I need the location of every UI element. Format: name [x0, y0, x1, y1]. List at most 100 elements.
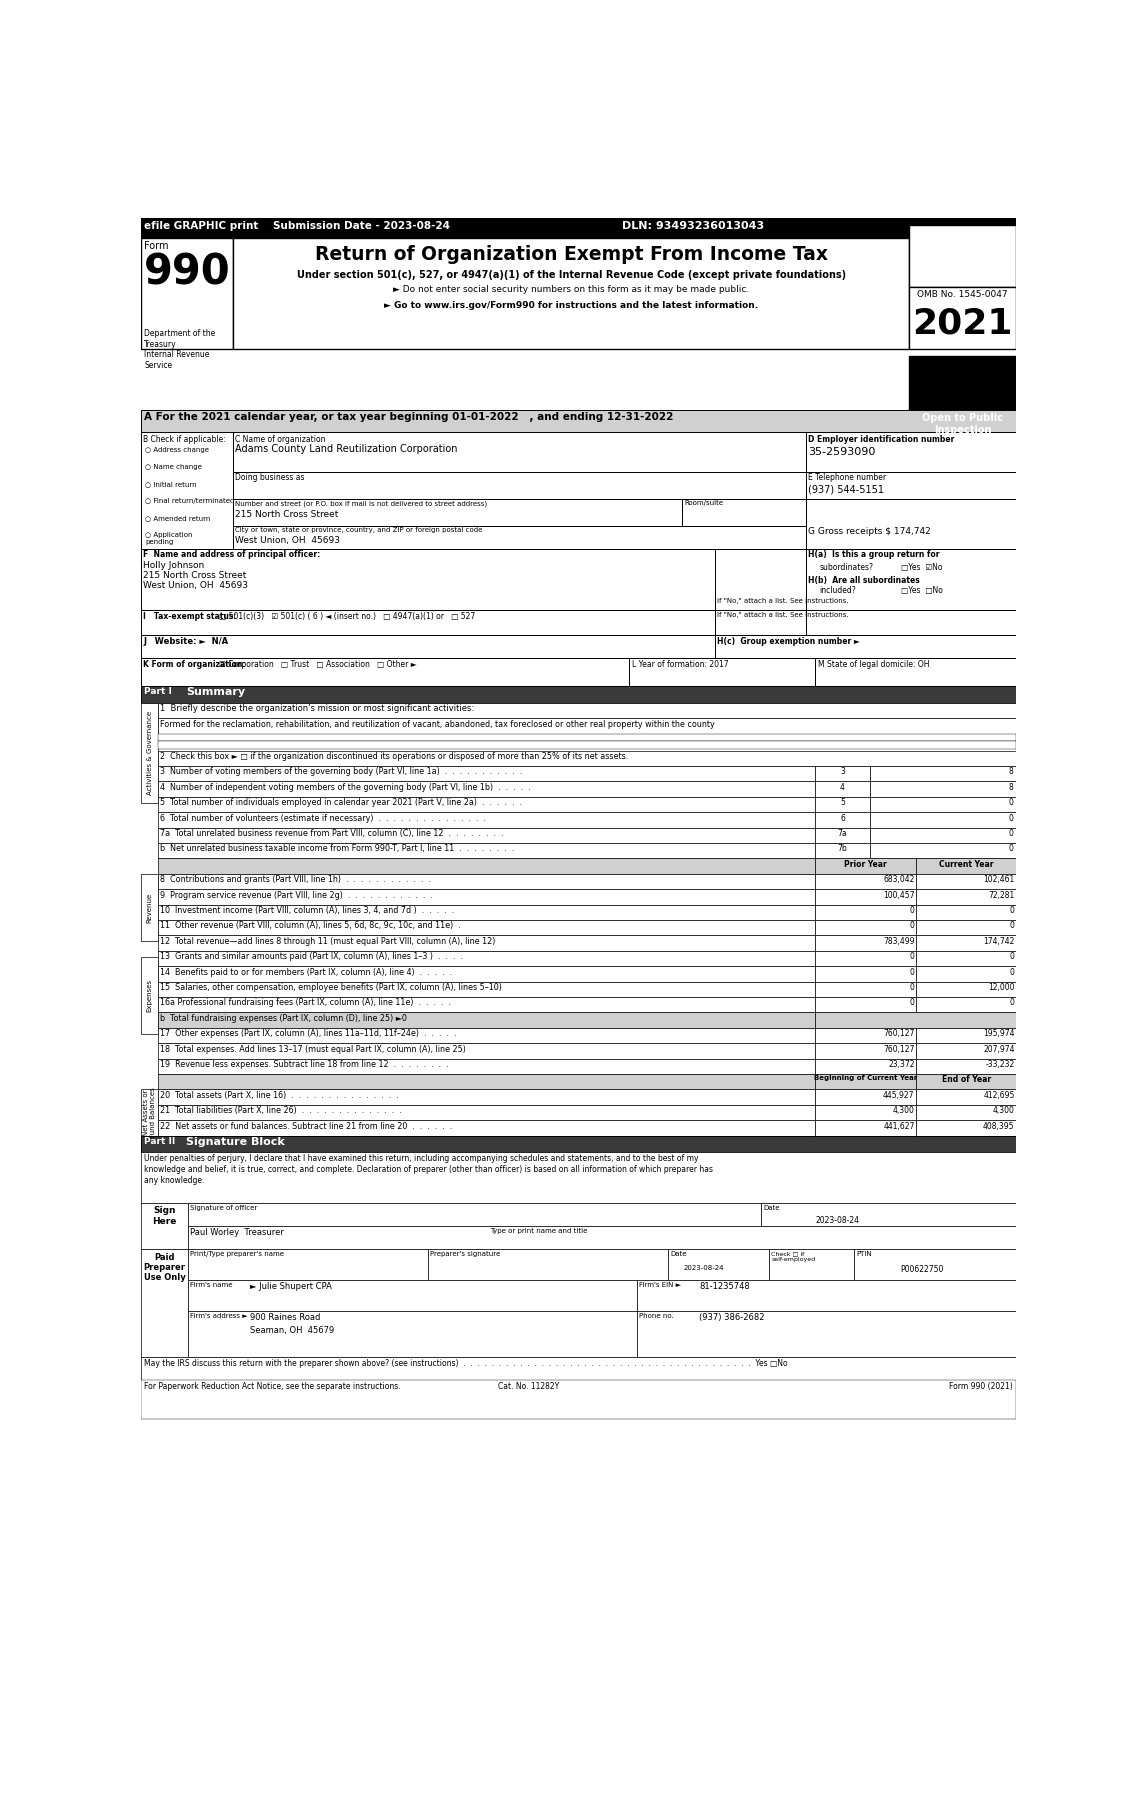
Text: 445,927: 445,927: [883, 1090, 914, 1099]
Bar: [141, 1250, 187, 1357]
Bar: [158, 1012, 815, 1029]
Text: 102,461: 102,461: [983, 876, 1015, 883]
Bar: [158, 951, 815, 967]
Text: Revenue: Revenue: [147, 892, 152, 923]
Text: ► Do not enter social security numbers on this form as it may be made public.: ► Do not enter social security numbers o…: [393, 285, 750, 294]
Text: 7a: 7a: [838, 829, 847, 838]
Text: 412,695: 412,695: [983, 1090, 1015, 1099]
Bar: [141, 218, 1016, 238]
Text: P00622750: P00622750: [901, 1264, 944, 1273]
Bar: [909, 287, 1016, 348]
Bar: [916, 1074, 1016, 1090]
Bar: [761, 1203, 1016, 1226]
Text: 6  Total number of volunteers (estimate if necessary)  .  .  .  .  .  .  .  .  .: 6 Total number of volunteers (estimate i…: [160, 814, 487, 824]
Bar: [187, 1250, 428, 1281]
Text: ○ Name change: ○ Name change: [145, 464, 202, 470]
Text: Signature Block: Signature Block: [186, 1137, 285, 1146]
Text: 8: 8: [1008, 767, 1013, 776]
Text: Part II: Part II: [145, 1137, 175, 1146]
Text: Summary: Summary: [186, 688, 245, 697]
Text: Open to Public
Inspection: Open to Public Inspection: [922, 414, 1004, 435]
Bar: [141, 956, 158, 1034]
Text: City or town, state or province, country, and ZIP or foreign postal code: City or town, state or province, country…: [235, 528, 482, 533]
Bar: [141, 1152, 1016, 1203]
Text: □ 501(c)(3)   ☑ 501(c) ( 6 ) ◄ (insert no.)   □ 4947(a)(1) or   □ 527: □ 501(c)(3) ☑ 501(c) ( 6 ) ◄ (insert no.…: [219, 611, 475, 620]
Bar: [869, 766, 1016, 782]
Text: 0: 0: [1008, 829, 1013, 838]
Text: Part I: Part I: [145, 688, 172, 697]
Bar: [158, 1043, 815, 1059]
Text: 9  Program service revenue (Part VIII, line 2g)  .  .  .  .  .  .  .  .  .  .  .: 9 Program service revenue (Part VIII, li…: [160, 891, 434, 900]
Bar: [141, 635, 715, 658]
Bar: [141, 610, 715, 635]
Bar: [428, 1250, 668, 1281]
Text: 0: 0: [910, 905, 914, 914]
Text: 20  Total assets (Part X, line 16)  .  .  .  .  .  .  .  .  .  .  .  .  .  .  .: 20 Total assets (Part X, line 16) . . . …: [160, 1090, 400, 1099]
Text: any knowledge.: any knowledge.: [145, 1175, 204, 1185]
Bar: [141, 1203, 187, 1250]
Bar: [815, 1119, 916, 1136]
Text: Prior Year: Prior Year: [844, 860, 887, 869]
Text: Paid
Preparer
Use Only: Paid Preparer Use Only: [143, 1252, 185, 1282]
Text: ○ Application
pending: ○ Application pending: [145, 532, 193, 544]
Text: 21  Total liabilities (Part X, line 26)  .  .  .  .  .  .  .  .  .  .  .  .  .  : 21 Total liabilities (Part X, line 26) .…: [160, 1107, 402, 1116]
Text: 0: 0: [1009, 967, 1015, 976]
Text: 7b: 7b: [838, 845, 848, 853]
Text: 15  Salaries, other compensation, employee benefits (Part IX, column (A), lines : 15 Salaries, other compensation, employe…: [160, 983, 502, 992]
Bar: [815, 1090, 916, 1105]
Text: 990: 990: [145, 252, 231, 294]
Text: West Union, OH  45693: West Union, OH 45693: [143, 580, 248, 590]
Bar: [815, 658, 1016, 686]
Bar: [815, 827, 869, 844]
Bar: [815, 936, 916, 951]
Text: Under penalties of perjury, I declare that I have examined this return, includin: Under penalties of perjury, I declare th…: [145, 1154, 699, 1163]
Text: Seaman, OH  45679: Seaman, OH 45679: [250, 1326, 334, 1335]
Bar: [815, 998, 916, 1012]
Bar: [815, 967, 916, 981]
Bar: [815, 889, 916, 905]
Text: Firm's EIN ►: Firm's EIN ►: [639, 1282, 682, 1288]
Bar: [158, 905, 815, 920]
Text: Check □ if
self-employed: Check □ if self-employed: [771, 1252, 815, 1263]
Bar: [815, 844, 869, 858]
Text: Beginning of Current Year: Beginning of Current Year: [814, 1076, 918, 1081]
Text: 0: 0: [1008, 814, 1013, 824]
Text: L Year of formation: 2017: L Year of formation: 2017: [632, 660, 728, 669]
Bar: [187, 1312, 637, 1357]
Text: 0: 0: [1009, 905, 1015, 914]
Text: 17  Other expenses (Part IX, column (A), lines 11a–11d, 11f–24e)  .  .  .  .  .: 17 Other expenses (Part IX, column (A), …: [160, 1029, 457, 1038]
Bar: [158, 967, 815, 981]
Text: Sign
Here: Sign Here: [152, 1206, 176, 1226]
Text: 12  Total revenue—add lines 8 through 11 (must equal Part VIII, column (A), line: 12 Total revenue—add lines 8 through 11 …: [160, 936, 496, 945]
Text: 408,395: 408,395: [983, 1121, 1015, 1130]
Text: 1  Briefly describe the organization’s mission or most significant activities:: 1 Briefly describe the organization’s mi…: [160, 704, 474, 713]
Bar: [158, 981, 815, 998]
Text: Type or print name and title: Type or print name and title: [490, 1228, 587, 1234]
Bar: [158, 751, 1016, 766]
Bar: [815, 796, 869, 813]
Bar: [158, 718, 1016, 733]
Text: West Union, OH  45693: West Union, OH 45693: [235, 537, 340, 546]
Bar: [141, 658, 629, 686]
Bar: [815, 920, 916, 936]
Text: ► Julie Shupert CPA: ► Julie Shupert CPA: [250, 1282, 332, 1292]
Text: Doing business as: Doing business as: [235, 473, 305, 483]
Text: 0: 0: [910, 967, 914, 976]
Bar: [158, 782, 815, 796]
Text: b  Total fundraising expenses (Part IX, column (D), line 25) ►0: b Total fundraising expenses (Part IX, c…: [160, 1014, 408, 1023]
Bar: [815, 1074, 916, 1090]
Text: ► Go to www.irs.gov/Form990 for instructions and the latest information.: ► Go to www.irs.gov/Form990 for instruct…: [384, 301, 759, 310]
Text: H(c)  Group exemption number ►: H(c) Group exemption number ►: [717, 637, 859, 646]
Text: 4  Number of independent voting members of the governing body (Part VI, line 1b): 4 Number of independent voting members o…: [160, 784, 531, 793]
Bar: [682, 499, 806, 526]
Text: ○ Amended return: ○ Amended return: [145, 515, 210, 521]
Text: E Telephone number: E Telephone number: [808, 473, 886, 483]
Bar: [141, 1090, 158, 1136]
Text: 4,300: 4,300: [893, 1107, 914, 1116]
Text: Expenses: Expenses: [147, 980, 152, 1012]
Text: Cat. No. 11282Y: Cat. No. 11282Y: [498, 1382, 559, 1391]
Bar: [769, 1250, 855, 1281]
Text: C Name of organization: C Name of organization: [235, 435, 325, 444]
Text: 2  Check this box ► □ if the organization discontinued its operations or dispose: 2 Check this box ► □ if the organization…: [160, 753, 629, 762]
Text: 81-1235748: 81-1235748: [699, 1282, 750, 1292]
